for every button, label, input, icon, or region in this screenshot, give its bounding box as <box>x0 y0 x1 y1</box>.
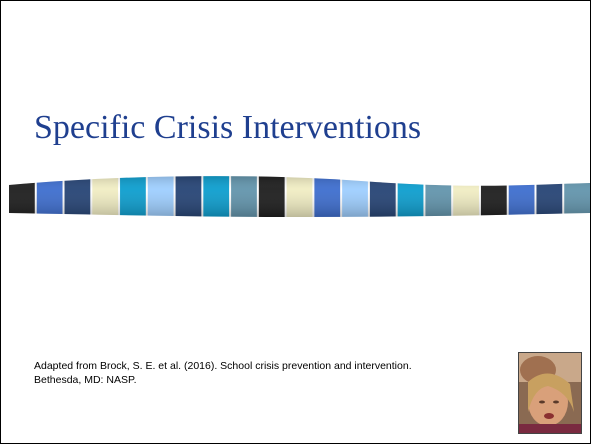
band-shading <box>1 171 591 223</box>
slide: Specific Crisis Interventions Adapted fr… <box>0 0 591 444</box>
decorative-band <box>1 171 591 223</box>
photo <box>518 352 582 434</box>
citation: Adapted from Brock, S. E. et al. (2016).… <box>34 359 419 387</box>
page: Specific Crisis Interventions Adapted fr… <box>0 0 591 444</box>
slide-title: Specific Crisis Interventions <box>34 109 421 147</box>
